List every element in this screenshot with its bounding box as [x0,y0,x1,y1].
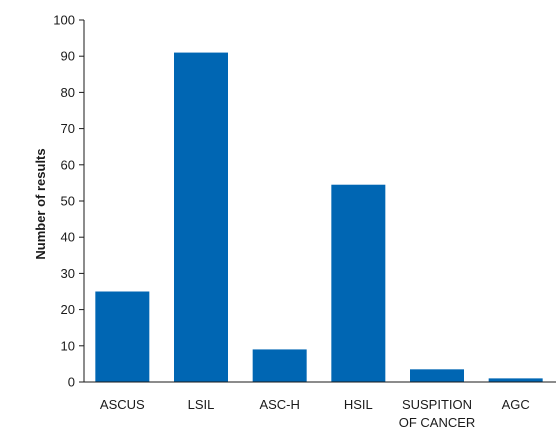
x-tick-label: LSIL [188,397,215,412]
bar [95,291,150,382]
x-tick-label: HSIL [344,397,373,412]
bar [331,184,386,382]
y-axis: 0 10 20 30 40 50 60 70 80 90 100 [53,13,84,390]
y-tick-label: 90 [61,49,75,64]
y-tick-label: 60 [61,157,75,172]
bar [252,349,307,382]
bar [410,369,464,382]
y-tick-label: 0 [68,375,75,390]
bar [174,52,228,383]
bars [95,52,543,383]
bar [488,378,543,382]
y-tick-label: 100 [53,13,75,28]
x-tick-label: AGC [502,397,530,412]
y-axis-title: Number of results [33,148,48,259]
x-axis-labels: ASCUS LSIL ASC-H HSIL SUSPITION OF CANCER AGC [100,397,530,430]
x-tick-label: ASCUS [100,397,145,412]
x-tick-label: SUSPITION OF CANCER [399,397,476,430]
y-tick-label: 40 [61,230,75,245]
y-tick-label: 50 [61,194,75,209]
y-tick-label: 80 [61,85,75,100]
y-tick-label: 30 [61,266,75,281]
y-tick-label: 10 [61,338,75,353]
y-tick-label: 70 [61,121,75,136]
y-tick-label: 20 [61,302,75,317]
x-tick-label: ASC-H [259,397,299,412]
